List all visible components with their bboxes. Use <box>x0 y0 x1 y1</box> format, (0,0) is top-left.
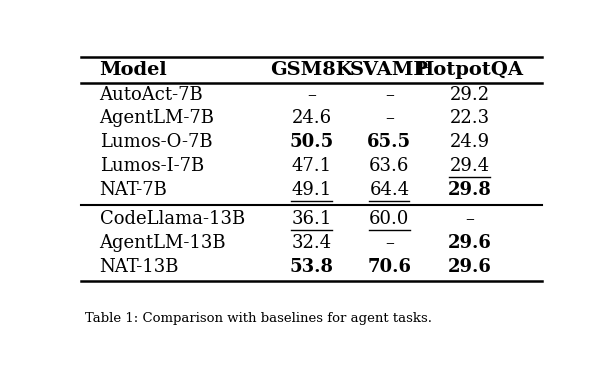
Text: –: – <box>307 85 316 104</box>
Text: AutoAct-7B: AutoAct-7B <box>100 85 203 104</box>
Text: 29.2: 29.2 <box>449 85 489 104</box>
Text: NAT-13B: NAT-13B <box>100 258 179 276</box>
Text: 50.5: 50.5 <box>289 133 334 151</box>
Text: –: – <box>385 85 394 104</box>
Text: AgentLM-13B: AgentLM-13B <box>100 234 226 252</box>
Text: 64.4: 64.4 <box>369 181 409 199</box>
Text: 60.0: 60.0 <box>369 210 410 228</box>
Text: 70.6: 70.6 <box>367 258 412 276</box>
Text: –: – <box>385 109 394 127</box>
Text: GSM8K: GSM8K <box>271 61 353 79</box>
Text: 32.4: 32.4 <box>292 234 331 252</box>
Text: Lumos-O-7B: Lumos-O-7B <box>100 133 212 151</box>
Text: NAT-7B: NAT-7B <box>100 181 167 199</box>
Text: 49.1: 49.1 <box>291 181 332 199</box>
Text: Model: Model <box>100 61 167 79</box>
Text: HotpotQA: HotpotQA <box>415 61 523 79</box>
Text: AgentLM-7B: AgentLM-7B <box>100 109 215 127</box>
Text: –: – <box>465 210 474 228</box>
Text: 65.5: 65.5 <box>367 133 412 151</box>
Text: –: – <box>385 234 394 252</box>
Text: 24.6: 24.6 <box>292 109 331 127</box>
Text: 36.1: 36.1 <box>291 210 332 228</box>
Text: 53.8: 53.8 <box>289 258 334 276</box>
Text: Table 1: Comparison with baselines for agent tasks.: Table 1: Comparison with baselines for a… <box>85 312 432 325</box>
Text: 24.9: 24.9 <box>449 133 489 151</box>
Text: 47.1: 47.1 <box>292 157 331 175</box>
Text: 29.6: 29.6 <box>447 234 491 252</box>
Text: 22.3: 22.3 <box>449 109 489 127</box>
Text: 29.6: 29.6 <box>447 258 491 276</box>
Text: 63.6: 63.6 <box>369 157 410 175</box>
Text: Lumos-I-7B: Lumos-I-7B <box>100 157 204 175</box>
Text: CodeLlama-13B: CodeLlama-13B <box>100 210 245 228</box>
Text: SVAMP: SVAMP <box>350 61 429 79</box>
Text: 29.4: 29.4 <box>449 157 489 175</box>
Text: 29.8: 29.8 <box>447 181 491 199</box>
